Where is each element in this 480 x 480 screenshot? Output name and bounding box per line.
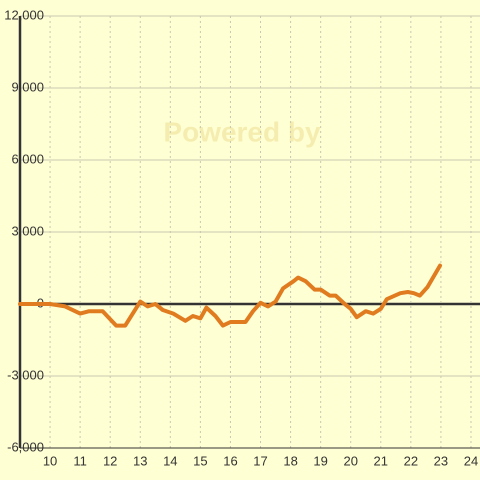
y-tick-label: -6,000 [7,439,44,454]
x-tick-label: 20 [343,453,357,468]
x-tick-label: 12 [103,453,117,468]
line-series [18,263,443,328]
x-tick-label: 10 [43,453,57,468]
x-tick-label: 13 [133,453,147,468]
x-tick-label: 16 [223,453,237,468]
x-tick-label: 14 [163,453,177,468]
x-tick-label: 22 [404,453,418,468]
y-tick-label: 6,000 [11,151,44,166]
x-tick-label: 17 [253,453,267,468]
x-tick-label: 23 [434,453,448,468]
x-tick-label: 24 [464,453,478,468]
y-tick-label: 12,000 [4,7,44,22]
x-tick-label: 18 [283,453,297,468]
x-tick-label: 19 [313,453,327,468]
y-tick-label: -3,000 [7,367,44,382]
watermark: Powered by [163,116,321,147]
x-tick-label: 11 [73,453,87,468]
x-tick-label: 15 [193,453,207,468]
y-tick-label: 9,000 [11,79,44,94]
y-tick-label: 3,000 [11,223,44,238]
x-tick-label: 21 [374,453,388,468]
